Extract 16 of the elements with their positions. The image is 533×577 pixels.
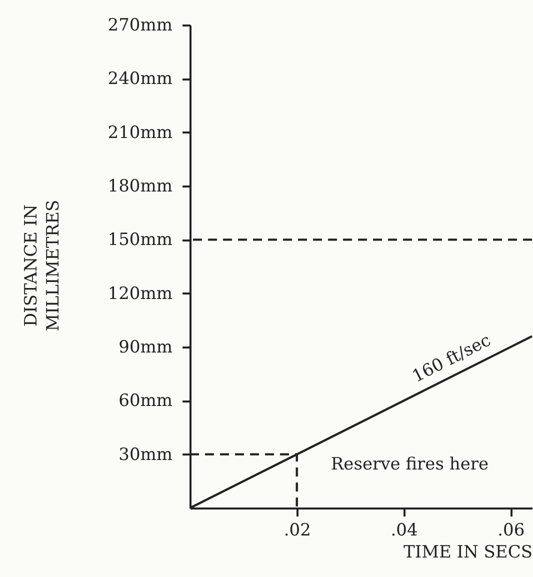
x-axis-title: TIME IN SECS [404,542,532,562]
y-tick-label: 30mm [118,444,172,465]
y-tick-label: 120mm [108,284,172,304]
y-tick-label: 180mm [108,176,172,196]
y-tick-label: 240mm [108,69,172,90]
x-tick-label: .04 [390,520,418,540]
y-axis-title: DISTANCE IN MILLIMETRES [22,200,64,332]
x-tick-label: .06 [498,520,525,540]
y-tick-label: 270mm [108,16,172,36]
y-tick-label: 150mm [108,230,172,250]
y-tick-label: 60mm [118,391,172,412]
x-tick-label: .02 [284,520,311,540]
annotation: 160 ft/sec [409,330,494,387]
annotation: Reserve fires here [330,454,489,474]
y-tick-label: 210mm [108,122,172,143]
y-tick-label: 90mm [118,338,172,358]
